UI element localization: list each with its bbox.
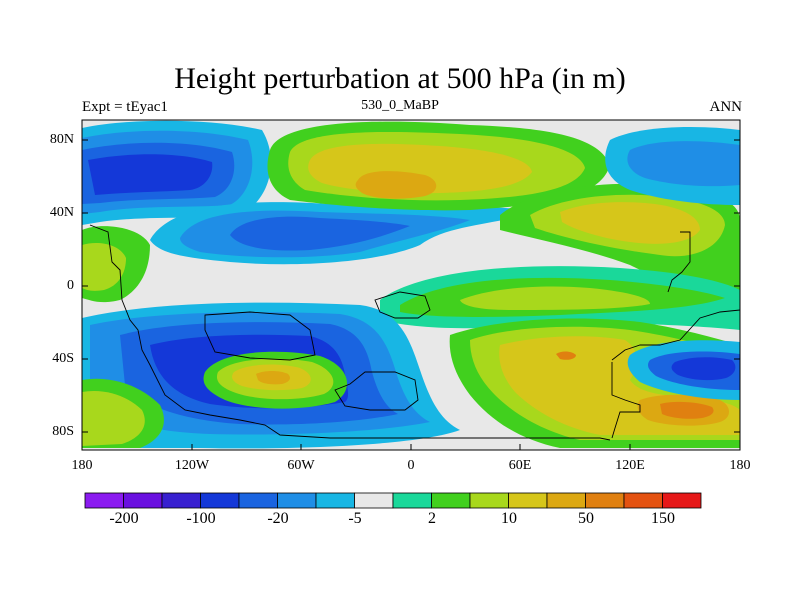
colorbar-label: -100: [186, 510, 216, 527]
y-tick-label: 80S: [52, 424, 74, 439]
coastline-central-block: [204, 311, 316, 361]
colorbar-swatch: [277, 492, 317, 509]
colorbar-swatch: [315, 492, 355, 509]
coastline-south-atlantic: [334, 371, 419, 411]
x-tick-label: 120E: [615, 458, 645, 473]
contour-southeast-positive: [556, 351, 576, 360]
colorbar-label: 2: [428, 510, 436, 527]
axis-ticks: [81, 139, 741, 450]
y-tick-label: 40S: [52, 351, 74, 366]
coastline-africa-north: [374, 291, 431, 319]
contour-southeast-positive: [660, 401, 714, 419]
contour-field: [82, 120, 740, 450]
contour-arctic-positive: [355, 171, 437, 199]
colorbar-label: -20: [267, 510, 289, 527]
colorbar-swatch: [662, 492, 702, 509]
colorbar-label: 50: [578, 510, 594, 527]
contour-equatorial-west-positive: [82, 242, 126, 291]
y-tick-label: 80N: [49, 132, 74, 147]
contour-equatorial-east-positive: [460, 286, 650, 310]
colorbar-swatch: [508, 492, 548, 509]
colorbar-swatch: [161, 492, 201, 509]
contour-south-positive: [256, 371, 290, 385]
x-tick-label: 60W: [287, 458, 315, 473]
contour-southeast-negative: [671, 357, 736, 381]
coastline-east-column: [667, 231, 691, 293]
coastline-east-block: [611, 309, 740, 361]
coastline-americas: [89, 224, 611, 441]
contour-midlat-negative: [230, 216, 410, 251]
colorbar-swatch: [623, 492, 663, 509]
colorbar-label: 150: [651, 510, 675, 527]
y-tick-label: 40N: [49, 205, 74, 220]
colorbar-swatch: [469, 492, 509, 509]
experiment-label: Expt = tEyac1: [82, 99, 168, 115]
colorbar-swatch: [431, 492, 471, 509]
colorbar-swatch: [238, 492, 278, 509]
colorbar: [84, 492, 702, 509]
contour-northeast-positive: [560, 202, 700, 244]
colorbar-label: -5: [348, 510, 362, 527]
y-tick-label: 0: [67, 278, 74, 293]
coastline-southeast: [611, 362, 641, 439]
x-tick-label: 60E: [508, 458, 532, 473]
period-label: 530_0_MaBP: [361, 98, 439, 113]
season-label: ANN: [709, 99, 743, 115]
map-title: Height perturbation at 500 hPa (in m): [174, 62, 626, 95]
contour-northeast-negative: [627, 141, 740, 187]
colorbar-label: -200: [109, 510, 139, 527]
colorbar-label: 10: [501, 510, 517, 527]
contour-north-west-negative: [88, 154, 213, 195]
colorbar-swatch: [200, 492, 240, 509]
coastlines: [89, 224, 740, 441]
x-tick-label: 0: [407, 458, 415, 473]
colorbar-swatch: [392, 492, 432, 509]
colorbar-swatch: [84, 492, 124, 509]
colorbar-swatch: [354, 492, 394, 509]
x-tick-label: 180: [71, 458, 93, 473]
x-tick-label: 120W: [174, 458, 210, 473]
x-tick-label: 180: [729, 458, 751, 473]
colorbar-swatch: [585, 492, 625, 509]
contour-southwest-positive: [82, 390, 145, 446]
colorbar-swatch: [123, 492, 163, 509]
colorbar-swatch: [546, 492, 586, 509]
